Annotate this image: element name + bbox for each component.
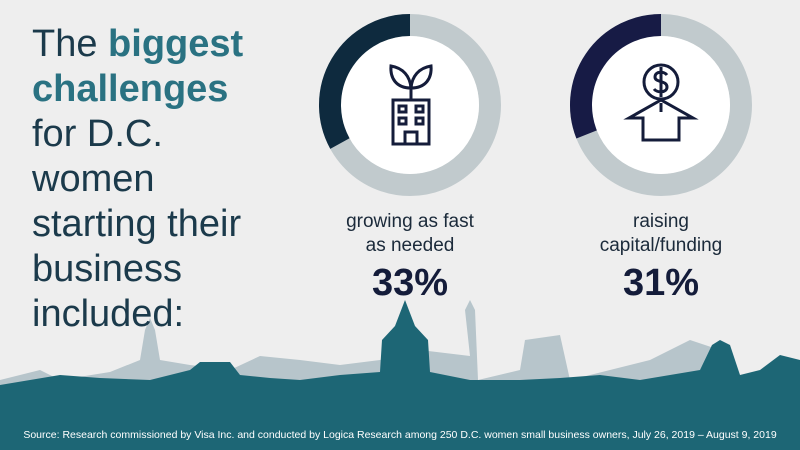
- donut-label: raising capital/funding: [599, 211, 723, 256]
- title: The biggest challenges for D.C. women st…: [32, 22, 282, 337]
- donut-segment: [319, 14, 411, 149]
- building-icon: [389, 64, 433, 146]
- value-label: 33%: [371, 262, 449, 304]
- value-label: 31%: [622, 262, 700, 304]
- title-text: The: [32, 23, 98, 65]
- source-note: Source: Research commissioned by Visa In…: [0, 420, 800, 450]
- donut-label: growing as fast as needed: [346, 211, 474, 256]
- skyline-front: [0, 300, 800, 420]
- donut-segment: [570, 14, 662, 139]
- capital-icon: [623, 63, 699, 142]
- donut-center: [341, 36, 479, 174]
- title-highlight: biggest challenges: [32, 23, 244, 110]
- title-text: for D.C. women starting their business i…: [32, 113, 242, 335]
